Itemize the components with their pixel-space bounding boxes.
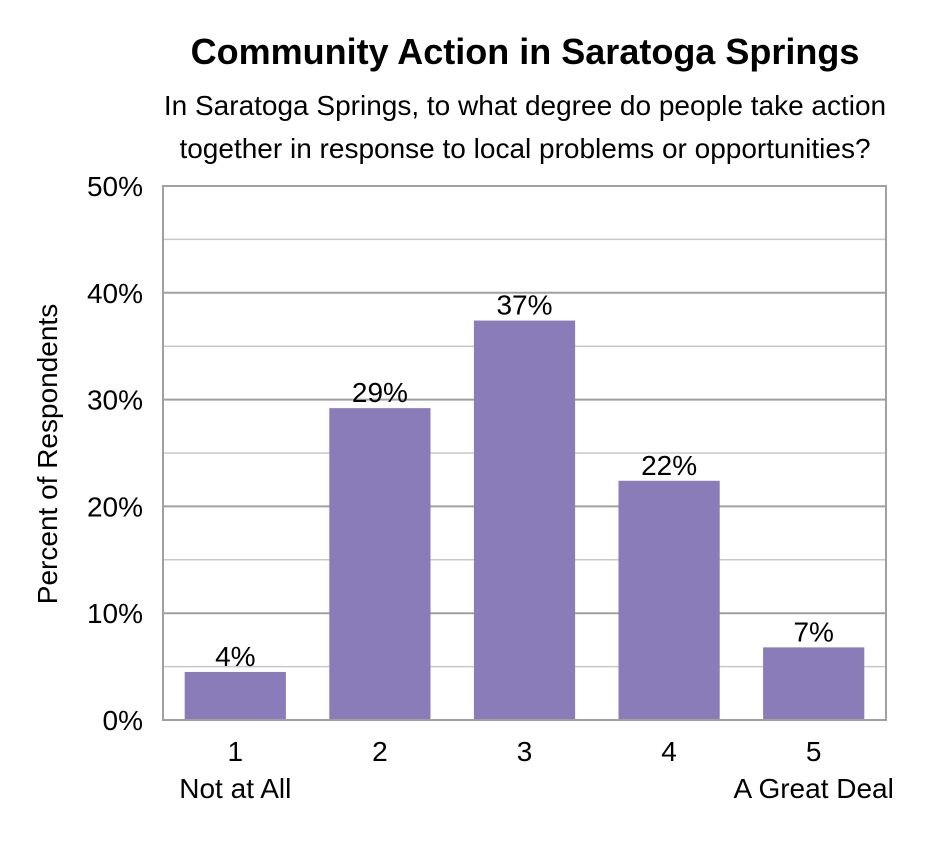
chart-subtitle-line-2: together in response to local problems o… <box>179 133 870 164</box>
bar-value-label: 22% <box>641 450 697 481</box>
plot-area: 0% 10% 20% 30% 40% 50% 4% 1 Not at All 29% 2 37% 3 22… <box>87 171 894 804</box>
x-tick-sublabel: Not at All <box>179 773 291 804</box>
bar <box>329 408 431 720</box>
y-tick-label: 0% <box>103 705 143 736</box>
x-tick-label: 2 <box>372 736 388 767</box>
bar-value-label: 29% <box>352 377 408 408</box>
x-tick-sublabel: A Great Deal <box>734 773 894 804</box>
y-axis-label: Percent of Respondents <box>32 304 63 604</box>
chart-title: Community Action in Saratoga Springs <box>191 31 860 72</box>
y-tick-label: 40% <box>87 278 143 309</box>
x-tick-label: 4 <box>661 736 677 767</box>
x-tick-label: 1 <box>228 736 244 767</box>
bar-value-label: 37% <box>496 290 552 321</box>
bar <box>618 480 720 720</box>
bar <box>184 671 286 720</box>
bar-value-label: 4% <box>215 641 255 672</box>
plot-frame <box>162 185 887 721</box>
x-tick-label: 5 <box>806 736 822 767</box>
bar <box>763 647 865 720</box>
bar <box>473 320 576 720</box>
y-tick-label: 30% <box>87 385 143 416</box>
y-tick-label: 20% <box>87 491 143 522</box>
x-tick-label: 3 <box>517 736 533 767</box>
y-tick-label: 10% <box>87 598 143 629</box>
chart-subtitle-line-1: In Saratoga Springs, to what degree do p… <box>164 90 886 121</box>
y-tick-label: 50% <box>87 171 143 202</box>
bar-value-label: 7% <box>793 616 833 647</box>
